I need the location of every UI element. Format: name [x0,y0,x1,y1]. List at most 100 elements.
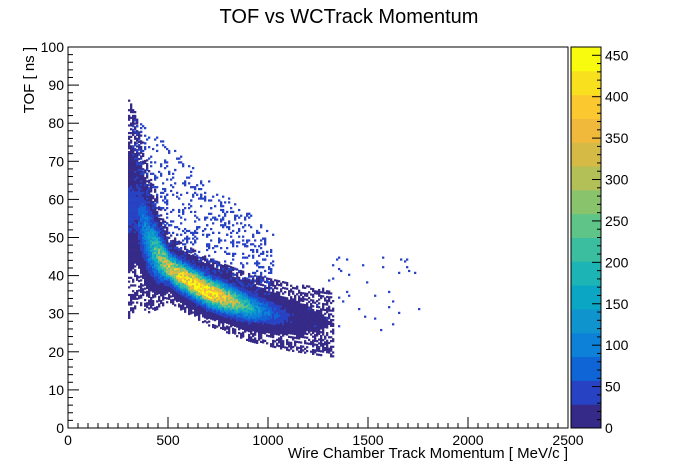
heatmap-cell [274,340,277,343]
heatmap-cell [146,304,149,307]
heatmap-cell [218,312,221,316]
heatmap-cell [284,302,287,305]
heatmap-cell [174,258,177,261]
heatmap-cell [198,256,201,259]
heatmap-cell [272,313,275,316]
heatmap-cell [128,255,131,258]
heatmap-cell [146,199,149,202]
heatmap-cell [188,265,191,268]
heatmap-cell [220,239,223,242]
heatmap-cell [224,265,227,268]
heatmap-cell [286,306,289,309]
heatmap-cell [142,189,145,192]
heatmap-cell [154,278,157,281]
heatmap-cell [162,222,165,225]
heatmap-cell [168,278,171,281]
heatmap-cell [146,225,149,229]
heatmap-cell [308,312,311,315]
heatmap-cell [266,254,269,257]
heatmap-cell [326,292,329,295]
heatmap-cell [190,199,193,202]
heatmap-cell [242,277,245,280]
heatmap-cell [206,260,209,263]
heatmap-cell [288,330,291,333]
heatmap-cell [252,298,255,301]
heatmap-cell [180,275,183,279]
heatmap-cell [168,250,171,253]
heatmap-cell [144,161,147,165]
heatmap-cell [294,313,297,317]
heatmap-cell [148,278,151,281]
heatmap-cell [140,185,143,189]
heatmap-cell [172,295,175,298]
heatmap-cell [180,253,183,256]
heatmap-cell [154,200,157,203]
heatmap-cell [222,216,225,219]
heatmap-cell [178,291,181,295]
heatmap-cell [294,311,297,315]
heatmap-cell [262,303,265,306]
heatmap-cell [260,273,263,276]
heatmap-cell [194,220,197,223]
heatmap-cell [330,292,333,295]
heatmap-cell [144,241,147,245]
heatmap-cell [282,305,285,309]
heatmap-cell [278,339,281,342]
heatmap-cell [182,252,185,255]
heatmap-cell [138,243,141,246]
heatmap-cell [310,320,313,323]
heatmap-cell [146,187,149,191]
heatmap-cell [196,184,199,187]
heatmap-cell [272,290,275,293]
heatmap-cell [154,161,157,164]
heatmap-cell [140,244,143,248]
heatmap-cell [168,257,171,260]
heatmap-cell [224,279,227,282]
heatmap-cell [222,310,225,313]
heatmap-cell [140,302,143,305]
heatmap-cell [212,287,215,290]
heatmap-cell [132,208,135,211]
heatmap-cell [134,211,137,215]
heatmap-cell [398,311,401,314]
heatmap-cell [150,197,153,201]
heatmap-cell [296,329,299,332]
heatmap-cell [148,288,151,291]
heatmap-cell [164,268,167,271]
heatmap-cell [130,244,133,247]
heatmap-cell [140,157,143,160]
heatmap-cell [224,277,227,280]
heatmap-cell [178,259,181,262]
heatmap-cell [174,252,177,255]
heatmap-cell [130,185,133,188]
heatmap-cell [298,331,301,334]
heatmap-cell [306,317,309,320]
heatmap-cell [144,228,147,231]
heatmap-cell [180,300,183,303]
heatmap-cell [158,257,161,260]
heatmap-cell [262,237,265,240]
heatmap-cell [224,239,227,242]
heatmap-cell [222,304,225,308]
heatmap-cell [168,293,171,297]
heatmap-cell [144,308,147,311]
heatmap-cell [398,271,401,274]
heatmap-cell [130,198,133,201]
heatmap-cell [278,318,281,321]
heatmap-cell [256,262,259,265]
heatmap-cell [332,355,335,358]
heatmap-cell [142,125,145,128]
heatmap-cell [170,283,173,287]
heatmap-cell [158,217,161,220]
heatmap-cell [216,262,219,265]
heatmap-cell [158,261,161,264]
heatmap-cell [314,326,317,329]
heatmap-cell [238,328,241,331]
heatmap-cell [150,241,153,244]
heatmap-cell [152,288,155,291]
heatmap-cell [302,326,305,329]
heatmap-cell [244,322,247,326]
heatmap-cell [150,253,153,256]
heatmap-cell [330,345,333,348]
heatmap-cell [322,325,325,328]
